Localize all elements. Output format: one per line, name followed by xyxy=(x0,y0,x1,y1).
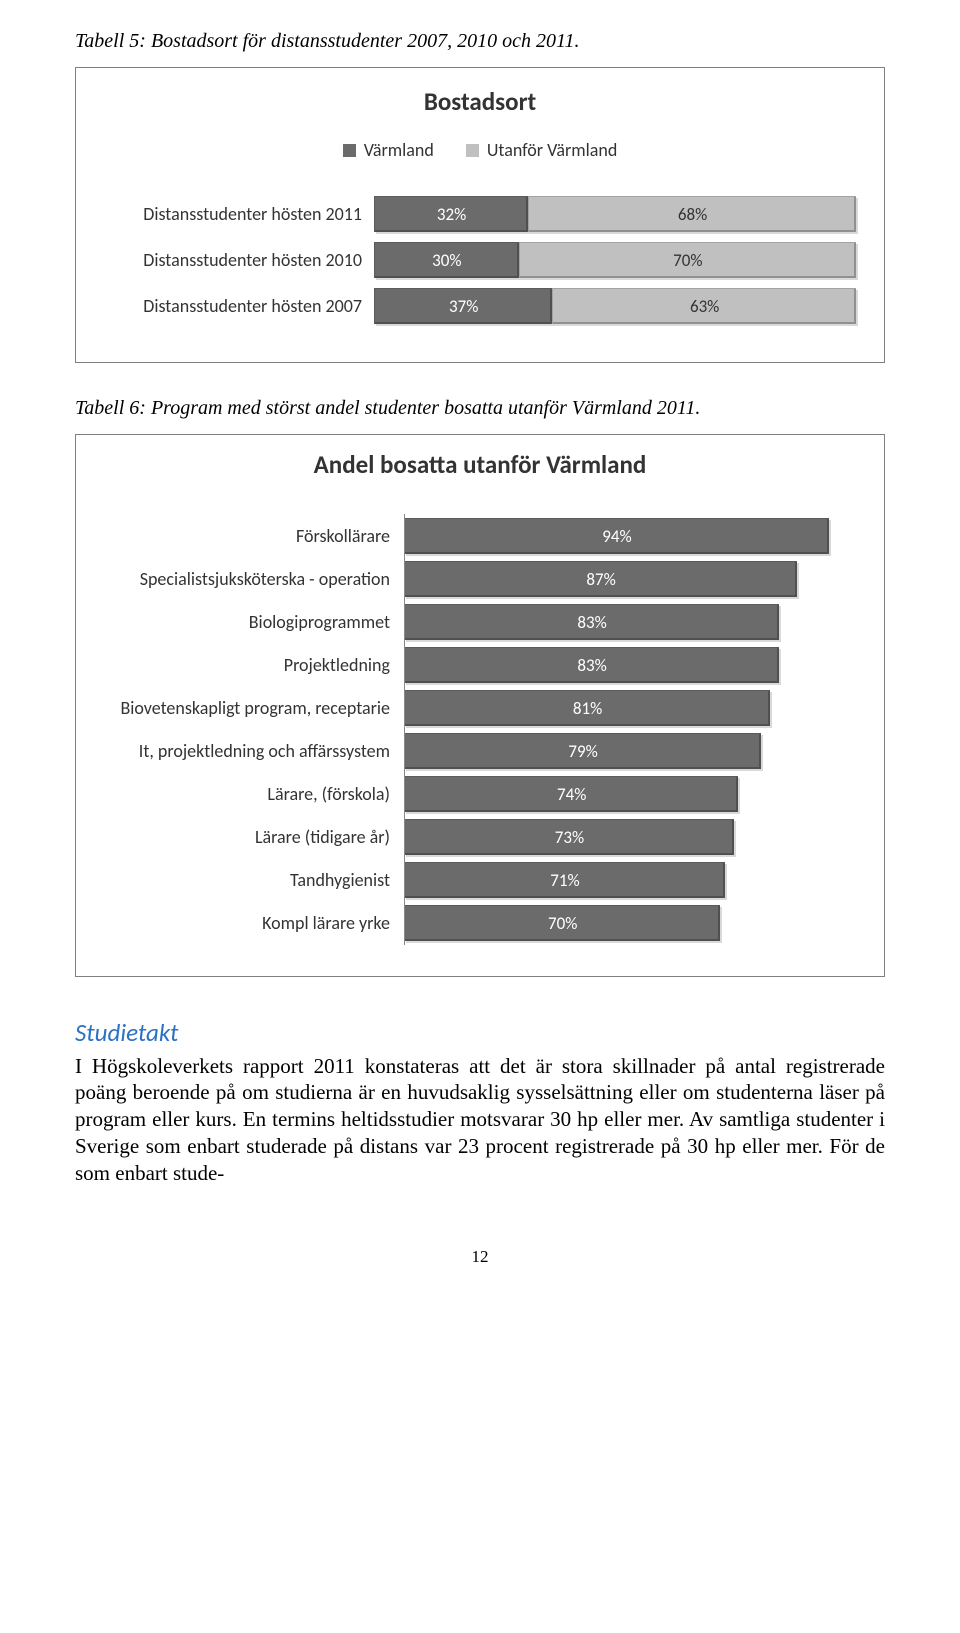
stacked-bar-label: Distansstudenter hösten 2011 xyxy=(104,203,374,225)
hbar-axis xyxy=(404,815,405,859)
hbar-row: Kompl lärare yrke70% xyxy=(104,905,856,941)
table5-caption: Tabell 5: Bostadsort för distansstudente… xyxy=(75,30,885,53)
hbar-track: 94% xyxy=(404,518,856,554)
chart1-legend: Värmland Utanför Värmland xyxy=(104,139,856,162)
stacked-bar: 30%70% xyxy=(374,242,856,278)
hbar-track: 71% xyxy=(404,862,856,898)
hbar-label: Förskollärare xyxy=(104,525,404,547)
hbar-fill: 79% xyxy=(404,733,761,769)
hbar-track: 81% xyxy=(404,690,856,726)
hbar-row: Biologiprogrammet83% xyxy=(104,604,856,640)
hbar-axis xyxy=(404,686,405,730)
hbar-row: It, projektledning och affärssystem79% xyxy=(104,733,856,769)
hbar-row: Lärare, (förskola)74% xyxy=(104,776,856,812)
hbar-track: 87% xyxy=(404,561,856,597)
hbar-fill: 70% xyxy=(404,905,720,941)
body-paragraph: I Högskoleverkets rapport 2011 konstater… xyxy=(75,1054,885,1186)
stacked-bar-segment-a: 30% xyxy=(374,242,519,278)
hbar-fill: 94% xyxy=(404,518,829,554)
hbar-label: Tandhygienist xyxy=(104,869,404,891)
hbar-axis xyxy=(404,772,405,816)
legend-swatch xyxy=(343,144,356,157)
legend-label: Värmland xyxy=(364,139,434,161)
chart2-title: Andel bosatta utanför Värmland xyxy=(104,449,856,480)
hbar-track: 74% xyxy=(404,776,856,812)
stacked-bar: 32%68% xyxy=(374,196,856,232)
table6-caption: Tabell 6: Program med störst andel stude… xyxy=(75,397,885,420)
hbar-fill: 71% xyxy=(404,862,725,898)
hbar-label: Lärare (tidigare år) xyxy=(104,826,404,848)
stacked-bar-label: Distansstudenter hösten 2010 xyxy=(104,249,374,271)
hbar-label: Biovetenskapligt program, receptarie xyxy=(104,697,404,719)
hbar-label: It, projektledning och affärssystem xyxy=(104,740,404,762)
hbar-fill: 81% xyxy=(404,690,770,726)
hbar-row: Lärare (tidigare år)73% xyxy=(104,819,856,855)
section-head-studietakt: Studietakt xyxy=(75,1017,885,1049)
hbar-label: Lärare, (förskola) xyxy=(104,783,404,805)
hbar-axis xyxy=(404,600,405,644)
hbar-axis xyxy=(404,729,405,773)
hbar-label: Kompl lärare yrke xyxy=(104,912,404,934)
hbar-track: 70% xyxy=(404,905,856,941)
hbar-track: 79% xyxy=(404,733,856,769)
stacked-bar-segment-b: 68% xyxy=(528,196,856,232)
legend-swatch xyxy=(466,144,479,157)
chart2-box: Andel bosatta utanför Värmland Förskollä… xyxy=(75,434,885,977)
hbar-fill: 83% xyxy=(404,647,779,683)
legend-item: Värmland xyxy=(343,139,434,161)
hbar-row: Biovetenskapligt program, receptarie81% xyxy=(104,690,856,726)
stacked-bar-label: Distansstudenter hösten 2007 xyxy=(104,295,374,317)
stacked-bar-segment-b: 70% xyxy=(519,242,856,278)
hbar-axis xyxy=(404,514,405,558)
stacked-bar-segment-a: 37% xyxy=(374,288,552,324)
stacked-bar: 37%63% xyxy=(374,288,856,324)
chart1-box: Bostadsort Värmland Utanför Värmland Dist… xyxy=(75,67,885,363)
hbar-axis xyxy=(404,643,405,687)
chart1-bars: Distansstudenter hösten 201132%68%Distan… xyxy=(104,196,856,324)
hbar-row: Förskollärare94% xyxy=(104,518,856,554)
hbar-fill: 74% xyxy=(404,776,738,812)
hbar-track: 83% xyxy=(404,647,856,683)
hbar-track: 83% xyxy=(404,604,856,640)
hbar-fill: 87% xyxy=(404,561,797,597)
hbar-axis xyxy=(404,557,405,601)
hbar-label: Projektledning xyxy=(104,654,404,676)
page-number: 12 xyxy=(75,1247,885,1267)
chart2-bars: Förskollärare94%Specialistsjuksköterska … xyxy=(104,518,856,941)
hbar-label: Specialistsjuksköterska - operation xyxy=(104,568,404,590)
stacked-bar-row: Distansstudenter hösten 200737%63% xyxy=(104,288,856,324)
stacked-bar-segment-b: 63% xyxy=(552,288,856,324)
legend-item: Utanför Värmland xyxy=(466,139,617,161)
hbar-axis xyxy=(404,901,405,945)
hbar-fill: 73% xyxy=(404,819,734,855)
stacked-bar-row: Distansstudenter hösten 201132%68% xyxy=(104,196,856,232)
hbar-axis xyxy=(404,858,405,902)
hbar-track: 73% xyxy=(404,819,856,855)
hbar-row: Tandhygienist71% xyxy=(104,862,856,898)
hbar-row: Projektledning83% xyxy=(104,647,856,683)
hbar-label: Biologiprogrammet xyxy=(104,611,404,633)
hbar-row: Specialistsjuksköterska - operation87% xyxy=(104,561,856,597)
legend-label: Utanför Värmland xyxy=(487,139,617,161)
chart1-title: Bostadsort xyxy=(104,86,856,117)
stacked-bar-row: Distansstudenter hösten 201030%70% xyxy=(104,242,856,278)
stacked-bar-segment-a: 32% xyxy=(374,196,528,232)
body-text-block: Studietakt I Högskoleverkets rapport 201… xyxy=(75,1017,885,1187)
hbar-fill: 83% xyxy=(404,604,779,640)
